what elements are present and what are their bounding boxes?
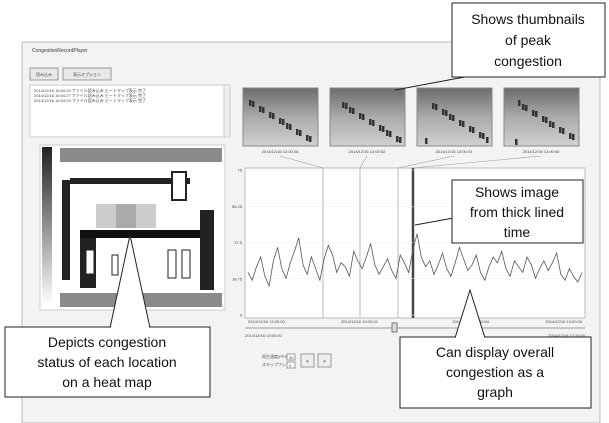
person <box>382 126 385 132</box>
person <box>535 111 538 117</box>
thumbnail <box>504 88 579 146</box>
thumbnail-time: 2014/12/16 13:00:28 <box>262 149 299 154</box>
thumbnail-time: 2014/12/16 13:00:06 <box>523 149 560 154</box>
x-tick-label: 2014/12/16 13:00:06 <box>545 319 582 324</box>
person <box>296 129 299 135</box>
person <box>472 127 475 133</box>
person <box>469 126 472 132</box>
log-scrollbar[interactable] <box>224 85 230 137</box>
person <box>282 119 285 125</box>
person <box>572 134 575 140</box>
person <box>462 121 465 127</box>
person <box>289 124 292 130</box>
person <box>532 110 535 116</box>
person <box>522 104 525 110</box>
person <box>515 139 518 145</box>
person <box>342 102 345 108</box>
color-bar <box>42 147 52 305</box>
thumbnail <box>330 88 405 146</box>
person <box>518 100 521 106</box>
person <box>479 132 482 138</box>
person <box>249 100 252 106</box>
person <box>306 135 309 141</box>
fps-label: 再生速度(FPS) <box>262 353 289 359</box>
person <box>525 105 528 111</box>
svg-text:of peak: of peak <box>505 32 552 48</box>
thumbnail-time: 2014/12/16 13:00:52 <box>349 149 386 154</box>
person <box>545 117 548 123</box>
person <box>559 127 562 133</box>
person <box>549 121 552 127</box>
person <box>399 137 402 143</box>
person <box>372 120 375 126</box>
person <box>262 107 265 113</box>
person <box>369 119 372 125</box>
person <box>299 130 302 136</box>
person <box>486 137 489 143</box>
prev-label: < <box>306 359 309 365</box>
heatmap-band <box>60 148 222 162</box>
y-tick-label: 37.5 <box>234 240 243 245</box>
person <box>349 107 352 113</box>
person <box>445 110 448 116</box>
svg-text:Depicts congestion: Depicts congestion <box>48 334 166 350</box>
y-tick-label: 75 <box>238 168 243 173</box>
svg-text:time: time <box>504 224 531 240</box>
person <box>542 116 545 122</box>
next-label: > <box>323 359 326 365</box>
svg-text:Can display overall: Can display overall <box>436 344 554 360</box>
person <box>569 133 572 139</box>
person <box>309 136 312 142</box>
person <box>362 114 365 120</box>
slider-thumb[interactable] <box>392 323 397 332</box>
person <box>552 122 555 128</box>
svg-text:graph: graph <box>477 384 513 400</box>
person <box>279 118 282 124</box>
x-tick-label: 2014/12/16 13:00:00 <box>248 319 285 324</box>
person <box>345 103 348 109</box>
person <box>252 101 255 107</box>
person <box>389 131 392 137</box>
person <box>269 112 272 118</box>
person <box>482 133 485 139</box>
fps-value: 30 <box>289 355 294 360</box>
person <box>432 103 435 109</box>
svg-text:on a heat map: on a heat map <box>62 374 152 390</box>
person <box>386 130 389 136</box>
options-button-label: 表示オプション <box>73 71 101 77</box>
person <box>259 106 262 112</box>
person <box>272 113 275 119</box>
person <box>442 109 445 115</box>
svg-text:congestion as a: congestion as a <box>446 364 544 380</box>
person <box>562 128 565 134</box>
person <box>396 136 399 142</box>
person <box>452 115 455 121</box>
svg-text:Shows thumbnails: Shows thumbnails <box>471 11 585 27</box>
person <box>435 104 438 110</box>
person <box>449 114 452 120</box>
svg-text:from thick lined: from thick lined <box>470 204 564 220</box>
person <box>425 138 428 144</box>
load-button-label: 読み込み <box>36 71 52 77</box>
y-tick-label: 56.25 <box>232 204 243 209</box>
person <box>379 125 382 131</box>
person <box>286 123 289 129</box>
y-tick-label: 18.75 <box>232 276 243 281</box>
screenshot: CongestionRecordPlayer 読み込み 表示オプション 2014… <box>0 0 609 423</box>
thumbnail-time: 2014/12/16 13:00:03 <box>436 149 473 154</box>
person <box>359 113 362 119</box>
person <box>459 120 462 126</box>
person <box>352 108 355 114</box>
log-line: 2014/12/16 16:04:29 ファイル読み込み ヒートマップ表示 完了 <box>34 97 146 103</box>
svg-text:Shows image: Shows image <box>475 184 559 200</box>
range-start: 2014/12/16 13:00:00 <box>245 333 282 338</box>
x-tick-label: 2014/12/16 13:00:02 <box>341 319 378 324</box>
svg-text:congestion: congestion <box>494 53 562 69</box>
svg-text:status of each location: status of each location <box>37 354 176 370</box>
window-title: CongestionRecordPlayer <box>32 48 88 54</box>
